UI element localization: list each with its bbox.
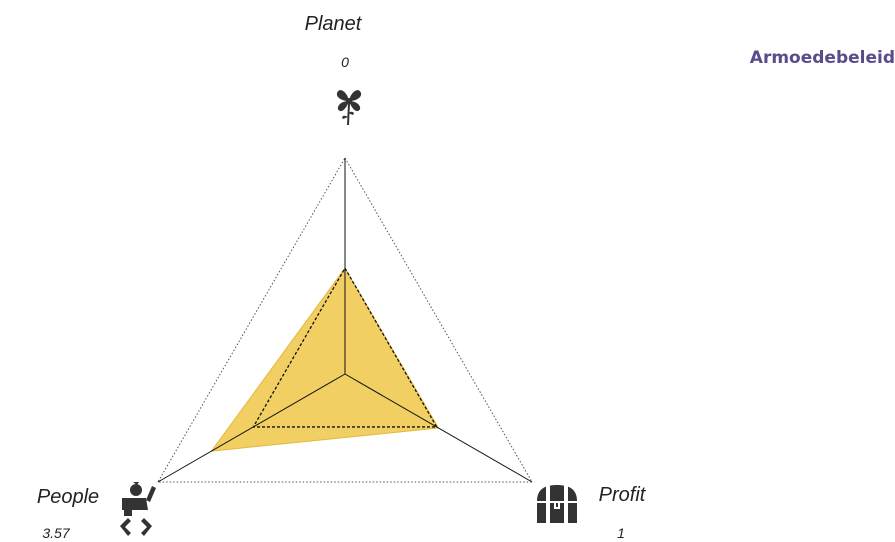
axis-label-people: People	[37, 486, 99, 508]
radar-series	[157, 158, 533, 483]
radar-outer-boundary	[157, 156, 533, 483]
series-dashed-1	[252, 266, 438, 428]
flower-icon	[336, 90, 362, 126]
axis-value-people: 3.57	[42, 525, 70, 541]
series-area-0	[210, 267, 440, 452]
axis-value-planet: 0	[341, 54, 349, 70]
treasure-chest-icon	[537, 485, 577, 523]
policy-title: Armoedebeleid	[749, 48, 895, 68]
child-icon	[120, 482, 156, 536]
axis-line-profit	[344, 373, 533, 483]
axis-value-profit: 1	[617, 525, 625, 541]
radar-grid	[157, 156, 533, 483]
axis-label-planet: Planet	[305, 13, 363, 35]
axis-line-people	[157, 373, 346, 483]
axis-label-profit: Profit	[599, 484, 647, 506]
